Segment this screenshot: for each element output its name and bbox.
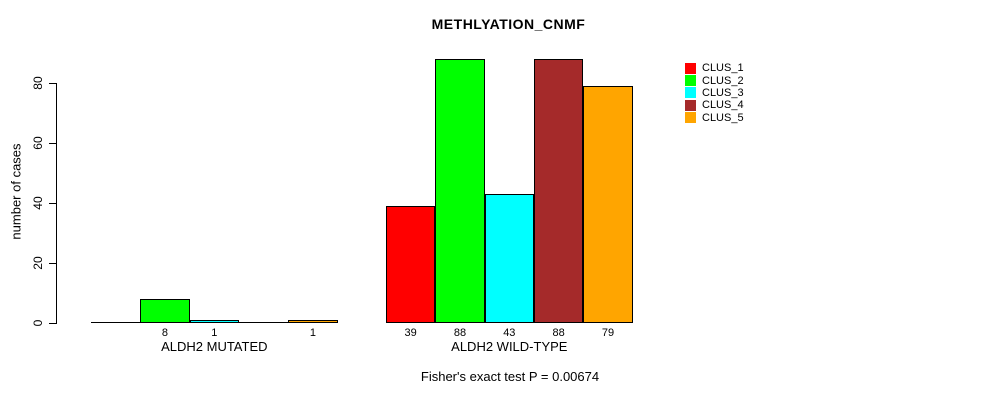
bar-value-label: 1	[211, 327, 218, 339]
bar-CLUS_5	[288, 320, 338, 323]
legend-item-CLUS_3: CLUS_3	[685, 87, 744, 99]
legend-item-CLUS_5: CLUS_5	[685, 112, 744, 124]
legend: CLUS_1 CLUS_2 CLUS_3 CLUS_4 CLUS_5	[685, 62, 744, 124]
legend-label: CLUS_3	[702, 86, 744, 99]
legend-item-CLUS_1: CLUS_1	[685, 62, 744, 74]
bar-CLUS_3	[484, 194, 534, 323]
legend-swatch	[685, 75, 696, 87]
bar-value-label: 43	[503, 327, 516, 339]
bar-CLUS_2	[435, 59, 485, 323]
bar-CLUS_1	[386, 206, 436, 323]
legend-label: CLUS_2	[702, 74, 744, 87]
y-axis-line	[56, 83, 57, 324]
y-tick	[49, 202, 56, 204]
legend-label: CLUS_4	[702, 99, 744, 112]
y-tick-label: 0	[31, 319, 45, 327]
zero-bar-CLUS_1	[91, 322, 141, 323]
fisher-test-annotation: Fisher's exact test P = 0.00674	[420, 369, 600, 384]
y-tick-label: 60	[31, 136, 45, 150]
bar-value-label: 8	[161, 327, 169, 339]
legend-swatch	[685, 87, 696, 99]
legend-label: CLUS_5	[702, 111, 744, 124]
legend-label: CLUS_1	[702, 62, 744, 75]
bar-CLUS_5	[583, 86, 633, 323]
group-label: ALDH2 MUTATED	[161, 339, 268, 354]
bar-value-label: 79	[601, 327, 615, 339]
zero-bar-CLUS_4	[238, 322, 289, 323]
bar-value-label: 88	[552, 327, 565, 339]
legend-swatch	[685, 62, 696, 74]
bar-value-label: 39	[404, 327, 417, 339]
y-tick	[49, 322, 56, 324]
bar-CLUS_2	[140, 299, 190, 323]
y-tick	[49, 262, 56, 264]
legend-swatch	[685, 99, 696, 111]
y-tick	[49, 142, 56, 144]
y-tick-label: 20	[31, 256, 45, 270]
legend-swatch	[685, 112, 696, 124]
y-tick-label: 80	[31, 76, 45, 90]
bar-CLUS_3	[189, 320, 239, 323]
y-axis-title: number of cases	[8, 143, 24, 240]
chart-title: METHLYATION_CNMF	[431, 16, 586, 32]
bar-CLUS_4	[533, 59, 584, 323]
bar-value-label: 88	[453, 327, 467, 339]
bar-value-label: 1	[309, 327, 317, 339]
legend-item-CLUS_2: CLUS_2	[685, 74, 744, 87]
y-tick	[49, 82, 56, 84]
y-tick-label: 40	[31, 196, 45, 210]
legend-item-CLUS_4: CLUS_4	[685, 99, 744, 111]
group-label: ALDH2 WILD-TYPE	[451, 339, 568, 354]
